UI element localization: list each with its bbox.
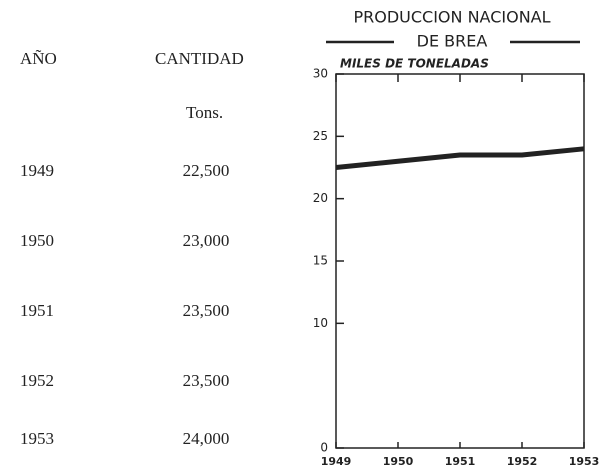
amount-cell: 22,500 [183,161,230,180]
chart-subtitle: DE BREA [417,32,488,51]
amount-cell: 23,500 [183,301,230,320]
y-tick-label: 0 [320,441,328,455]
x-tick-label: 1953 [569,455,600,468]
y-tick-label: 30 [313,67,328,81]
header-amount: CANTIDAD [155,49,244,68]
plot-frame [335,73,585,449]
y-tick-label: 25 [313,129,328,143]
y-label: MILES DE TONELADAS [340,57,489,71]
chart-title: PRODUCCION NACIONAL [353,8,550,27]
unit: Tons. [186,103,223,122]
year-cell: 1951 [20,301,54,320]
y-tick-label: 20 [313,191,328,205]
year-cell: 1953 [20,429,54,448]
amount-cell: 23,500 [183,371,230,390]
amount-cell: 24,000 [183,429,230,448]
year-cell: 1950 [20,231,54,250]
year-cell: 1952 [20,371,54,390]
data-line [335,146,585,170]
x-tick-label: 1952 [507,455,538,468]
x-tick-label: 1951 [445,455,476,468]
year-cell: 1949 [20,161,54,180]
y-tick-label: 10 [313,316,328,330]
amount-cell: 23,000 [183,231,230,250]
y-tick-label: 15 [313,254,328,268]
x-tick-label: 1949 [321,455,352,468]
x-tick-label: 1950 [383,455,414,468]
header-year: AÑO [20,49,57,68]
